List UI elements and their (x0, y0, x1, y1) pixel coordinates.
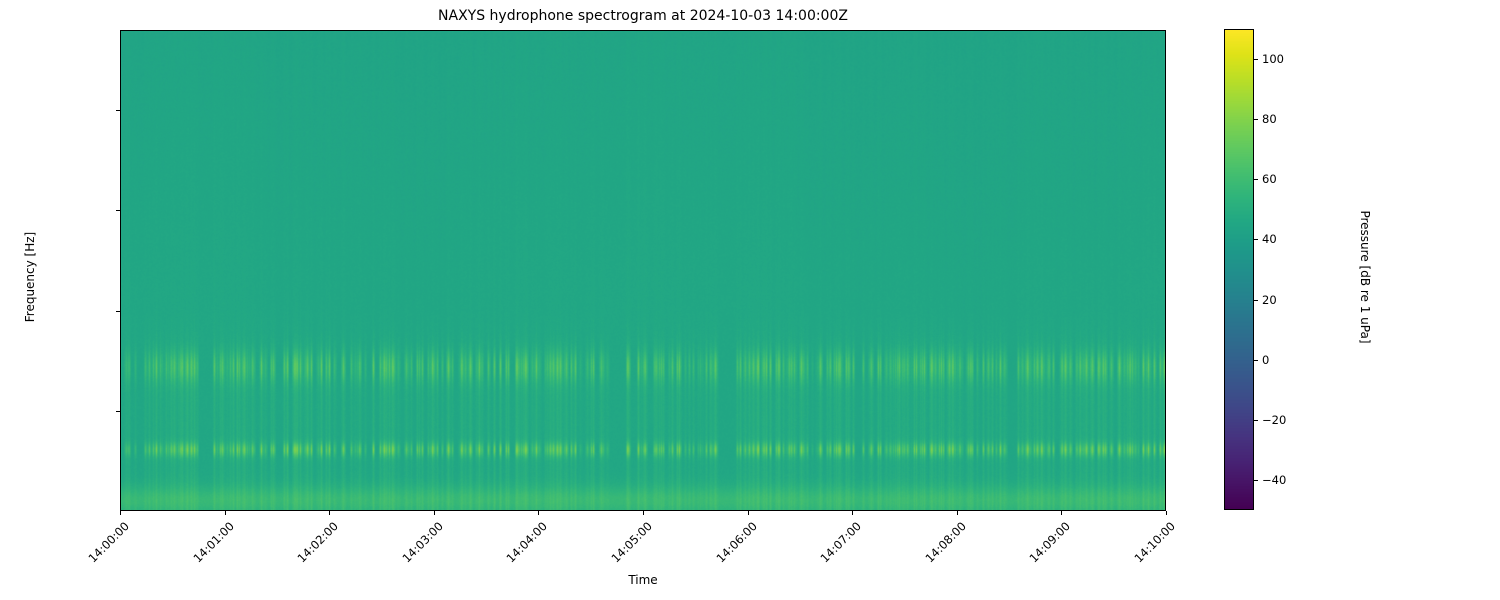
spectrogram-image (121, 31, 1165, 510)
x-tick-label: 14:05:00 (608, 519, 655, 566)
x-tick-label: 14:10:00 (1131, 519, 1178, 566)
x-tick-label: 14:04:00 (503, 519, 551, 566)
x-tick-label: 14:08:00 (922, 519, 969, 566)
colorbar-tick-mark (1254, 359, 1258, 361)
colorbar-tick-label: −40 (1262, 472, 1287, 487)
y-tick-mark (116, 210, 120, 212)
y-tick-mark (116, 410, 120, 412)
x-tick-label: 14:07:00 (817, 519, 865, 566)
x-tick-label: 14:09:00 (1026, 519, 1074, 566)
x-tick-mark (433, 511, 435, 515)
colorbar-tick-label: 40 (1262, 232, 1277, 247)
colorbar-tick-mark (1254, 119, 1258, 121)
colorbar-tick-mark (1254, 239, 1258, 241)
colorbar-tick-label: 0 (1262, 352, 1270, 367)
colorbar[interactable] (1224, 29, 1254, 510)
x-tick-label: 14:00:00 (85, 519, 132, 566)
x-tick-label: 14:06:00 (713, 519, 760, 566)
colorbar-tick-label: 20 (1262, 292, 1277, 307)
x-tick-label: 14:02:00 (294, 519, 342, 566)
page-title: NAXYS hydrophone spectrogram at 2024-10-… (438, 8, 848, 24)
x-tick-mark (329, 511, 331, 515)
colorbar-tick-mark (1254, 419, 1258, 421)
y-tick-mark (116, 310, 120, 312)
x-axis-label: Time (628, 573, 658, 587)
colorbar-label: Pressure [dB re 1 uPa] (1358, 210, 1372, 344)
y-axis: Frequency [Hz] 10000200003000040000 (0, 0, 120, 600)
y-tick-mark (116, 110, 120, 112)
x-tick-mark (956, 511, 958, 515)
colorbar-tick-mark (1254, 299, 1258, 301)
x-tick-mark (1166, 511, 1167, 515)
x-tick-mark (747, 511, 749, 515)
colorbar-tick-label: 100 (1262, 52, 1284, 67)
colorbar-tick-label: 80 (1262, 112, 1277, 127)
colorbar-tick-label: −20 (1262, 412, 1287, 427)
colorbar-tick-label: 60 (1262, 172, 1277, 187)
x-tick-mark (852, 511, 854, 515)
x-tick-label: 14:03:00 (399, 519, 446, 566)
x-tick-mark (120, 511, 121, 515)
colorbar-tick-mark (1254, 179, 1258, 181)
colorbar-gradient (1225, 30, 1253, 509)
colorbar-tick-mark (1254, 479, 1258, 481)
x-tick-mark (1061, 511, 1063, 515)
x-tick-mark (643, 511, 644, 515)
spectrogram-plot-area[interactable] (120, 30, 1166, 511)
colorbar-tick-mark (1254, 59, 1258, 61)
x-tick-mark (538, 511, 540, 515)
x-tick-label: 14:01:00 (190, 519, 237, 566)
x-tick-mark (224, 511, 226, 515)
